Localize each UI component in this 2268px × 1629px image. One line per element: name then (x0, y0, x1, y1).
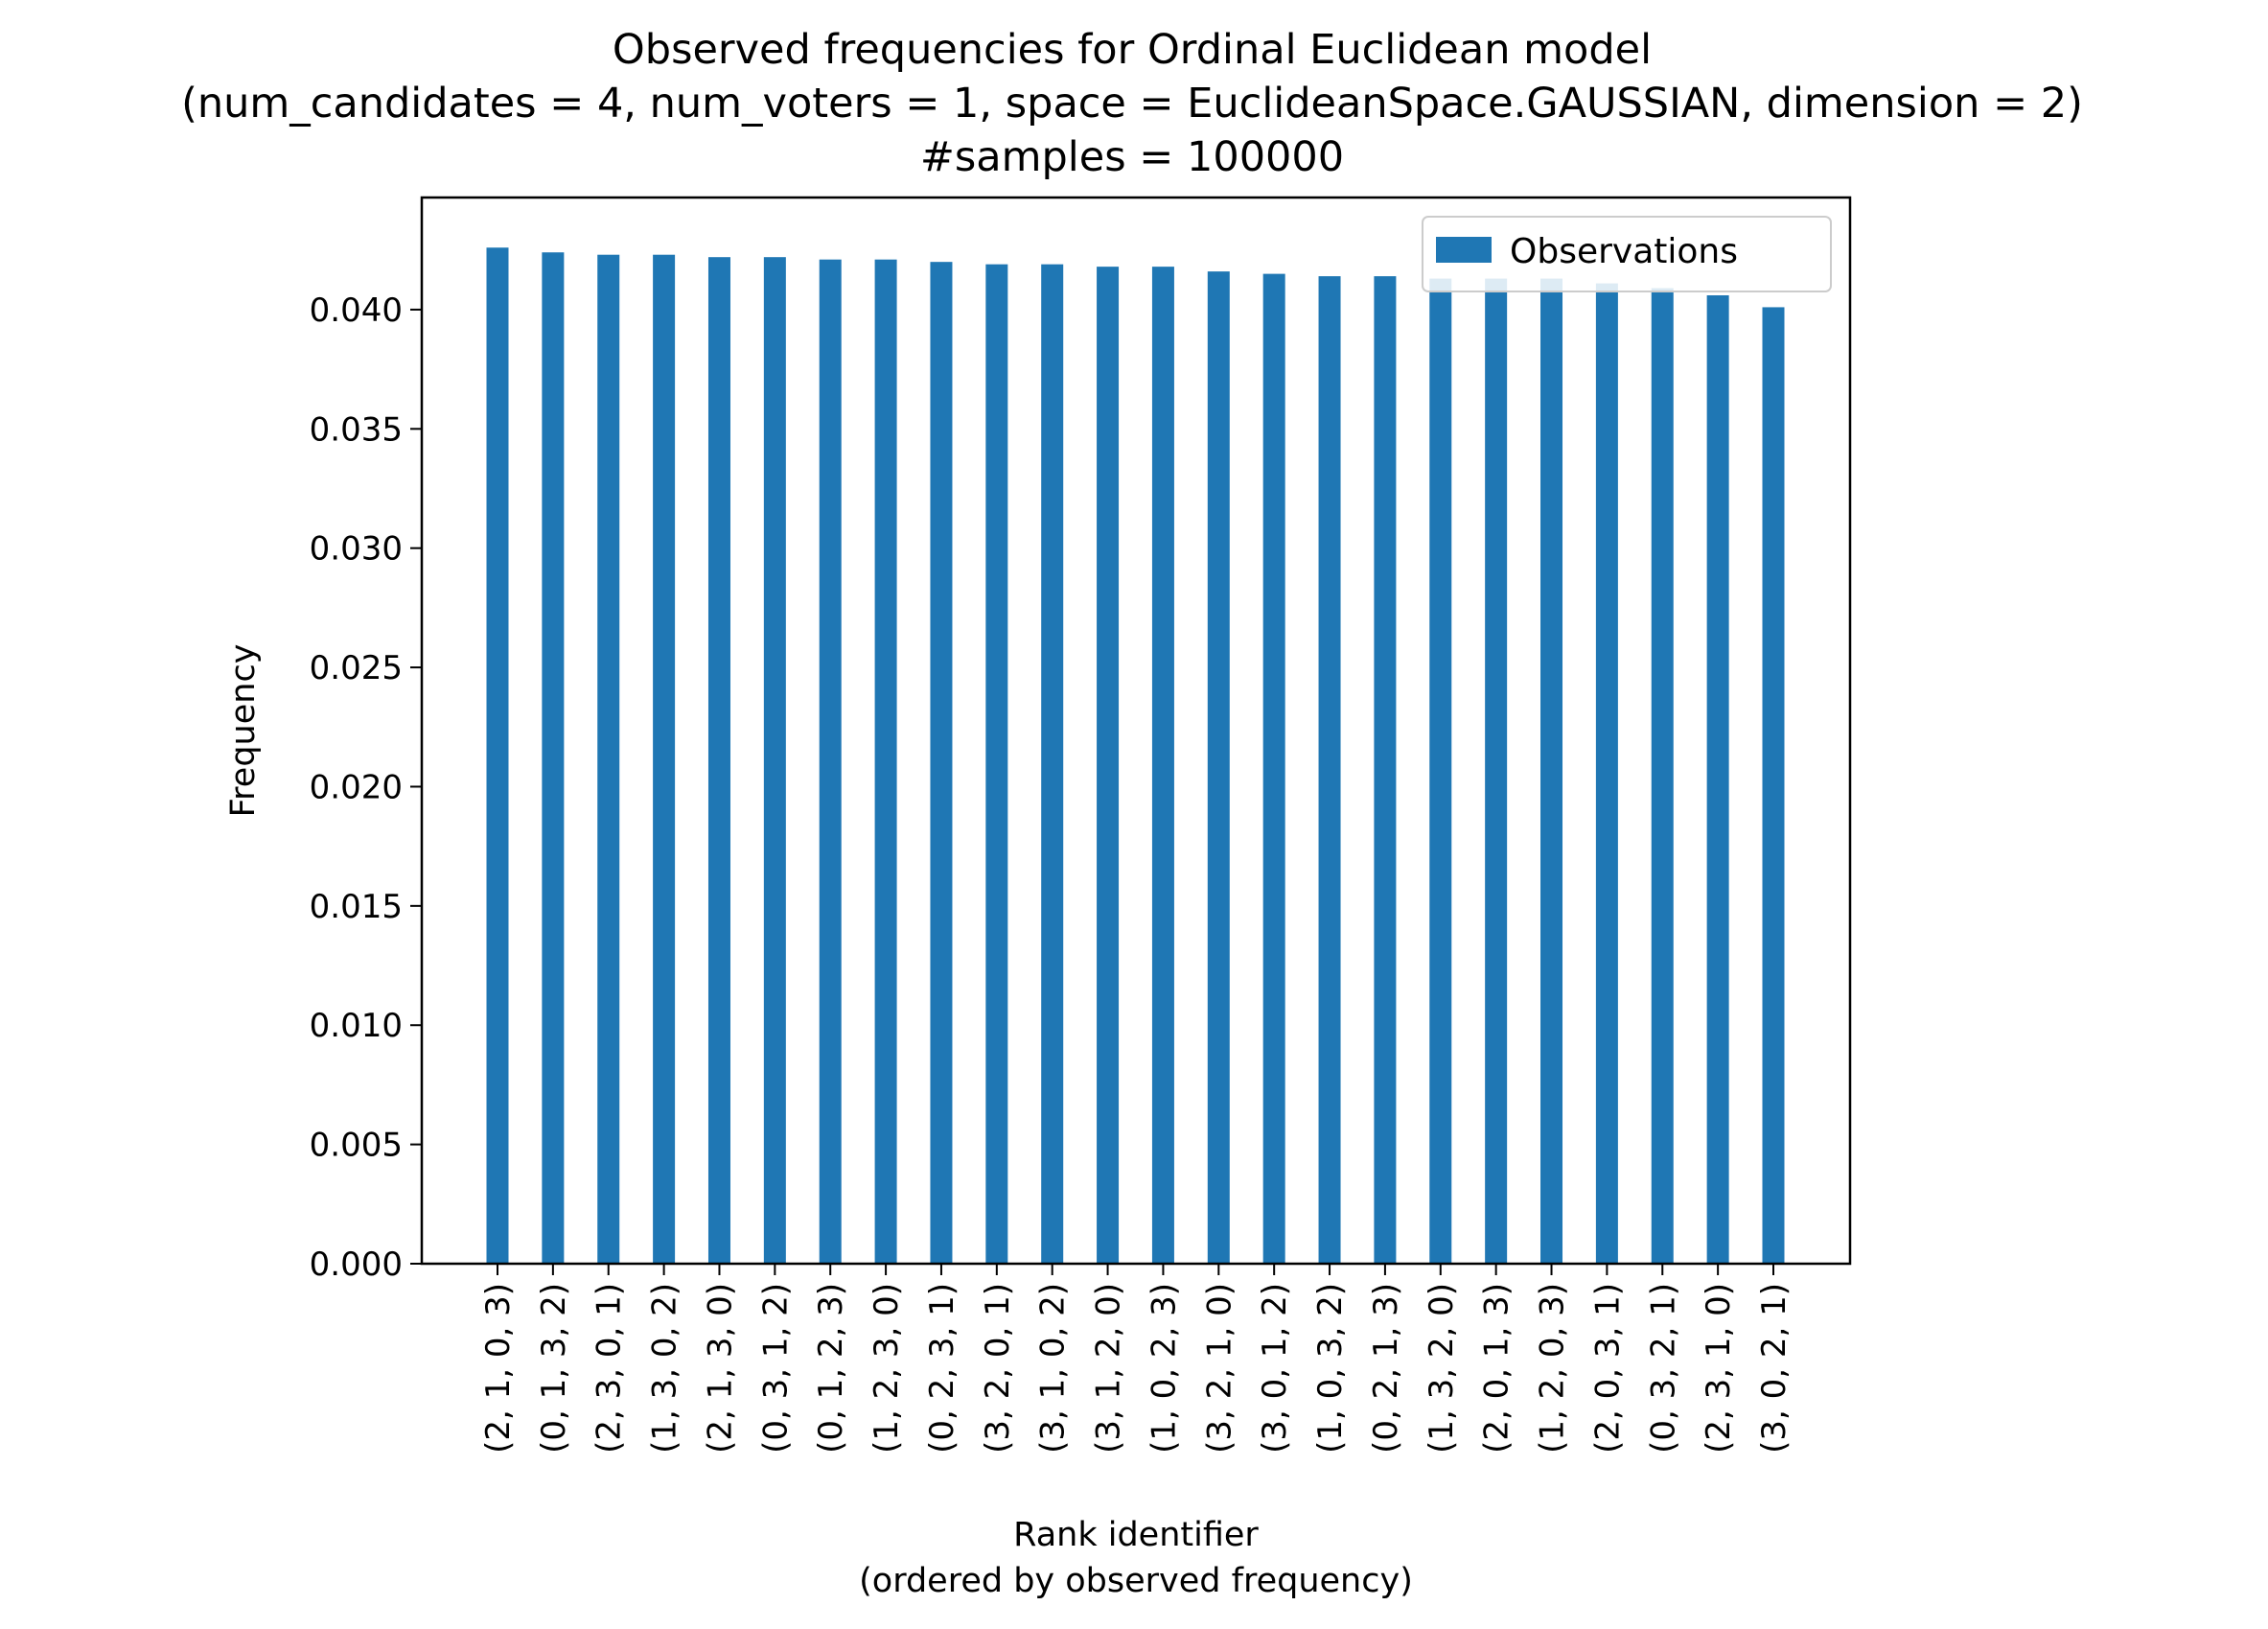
x-tick-label: (0, 3, 1, 2) (756, 1283, 795, 1454)
bar-22 (1706, 295, 1729, 1264)
y-tick-label: 0.035 (310, 410, 403, 449)
bar-17 (1429, 278, 1452, 1265)
bar-5 (763, 257, 786, 1265)
y-tick-label: 0.005 (310, 1127, 403, 1165)
x-tick-label: (1, 2, 0, 3) (1534, 1283, 1572, 1454)
y-tick-label: 0.020 (310, 768, 403, 806)
x-tick-label: (3, 0, 1, 2) (1256, 1283, 1294, 1454)
bar-19 (1540, 278, 1563, 1265)
bar-18 (1485, 278, 1508, 1265)
x-tick-label: (0, 3, 2, 1) (1644, 1283, 1682, 1454)
x-tick-label: (1, 0, 3, 2) (1311, 1283, 1350, 1454)
x-tick-label: (3, 1, 2, 0) (1090, 1283, 1128, 1454)
x-tick-label: (2, 3, 0, 1) (590, 1283, 629, 1454)
bar-3 (653, 254, 676, 1265)
x-tick-label: (1, 3, 2, 0) (1423, 1283, 1461, 1454)
legend-label: Observations (1510, 232, 1738, 271)
x-tick-label: (0, 1, 2, 3) (812, 1283, 850, 1454)
chart-title: Observed frequencies for Ordinal Euclide… (181, 26, 2083, 181)
y-tick-label: 0.000 (310, 1245, 403, 1284)
x-tick-label: (2, 1, 3, 0) (701, 1283, 739, 1454)
chart-title-line-3: #samples = 100000 (920, 133, 1344, 181)
y-axis-label: Frequency (224, 644, 263, 818)
bar-21 (1651, 288, 1674, 1264)
x-tick-label: (0, 2, 1, 3) (1367, 1283, 1405, 1454)
bar-1 (542, 252, 565, 1265)
bar-10 (1041, 264, 1064, 1264)
x-tick-label: (2, 0, 3, 1) (1588, 1283, 1627, 1454)
y-tick-label: 0.015 (310, 888, 403, 926)
chart-title-line-2: (num_candidates = 4, num_voters = 1, spa… (181, 80, 2083, 128)
bar-series (486, 247, 1785, 1265)
y-tick-label: 0.025 (310, 649, 403, 687)
y-tick-label: 0.040 (310, 291, 403, 330)
x-tick-label: (3, 2, 0, 1) (979, 1283, 1017, 1454)
x-tick-label: (3, 0, 2, 1) (1755, 1283, 1794, 1454)
x-tick-label: (1, 0, 2, 3) (1145, 1283, 1183, 1454)
bar-0 (486, 247, 509, 1264)
legend: Observations (1422, 216, 1832, 292)
x-tick-label: (2, 3, 1, 0) (1700, 1283, 1738, 1454)
x-tick-label: (0, 2, 3, 1) (923, 1283, 961, 1454)
x-axis-ticks: (2, 1, 0, 3) (0, 1, 3, 2) (2, 3, 0, 1) (1, … (479, 1264, 1794, 1454)
legend-box (1422, 216, 1832, 292)
bar-4 (707, 257, 730, 1265)
y-tick-label: 0.010 (310, 1007, 403, 1045)
bar-9 (985, 264, 1008, 1264)
bar-11 (1097, 267, 1120, 1264)
chart-title-line-1: Observed frequencies for Ordinal Euclide… (613, 26, 1652, 74)
x-tick-label: (3, 1, 0, 2) (1034, 1283, 1073, 1454)
bar-12 (1151, 267, 1174, 1264)
x-axis-label-line-1: Rank identifier (1013, 1516, 1259, 1554)
bar-15 (1318, 276, 1341, 1265)
bar-7 (874, 259, 897, 1265)
bar-2 (597, 254, 620, 1265)
bar-23 (1762, 307, 1785, 1264)
y-axis-ticks: 0.000 0.005 0.010 0.015 0.020 0.025 0.030 0.035… (310, 291, 422, 1284)
bar-20 (1595, 283, 1618, 1264)
bar-14 (1262, 273, 1285, 1264)
x-tick-label: (2, 1, 0, 3) (479, 1283, 518, 1454)
x-tick-label: (2, 0, 1, 3) (1478, 1283, 1516, 1454)
y-tick-label: 0.030 (310, 530, 403, 569)
bar-6 (819, 259, 842, 1265)
bar-8 (930, 262, 953, 1264)
legend-swatch (1436, 237, 1492, 263)
x-tick-label: (0, 1, 3, 2) (535, 1283, 573, 1454)
bar-16 (1374, 276, 1397, 1265)
plot-area-frame (420, 196, 1852, 1266)
x-tick-label: (1, 3, 0, 2) (646, 1283, 684, 1454)
bar-13 (1207, 271, 1230, 1264)
x-tick-label: (3, 2, 1, 0) (1200, 1283, 1238, 1454)
x-tick-label: (1, 2, 3, 0) (868, 1283, 906, 1454)
x-axis-label-line-2: (ordered by observed frequency) (859, 1562, 1413, 1600)
